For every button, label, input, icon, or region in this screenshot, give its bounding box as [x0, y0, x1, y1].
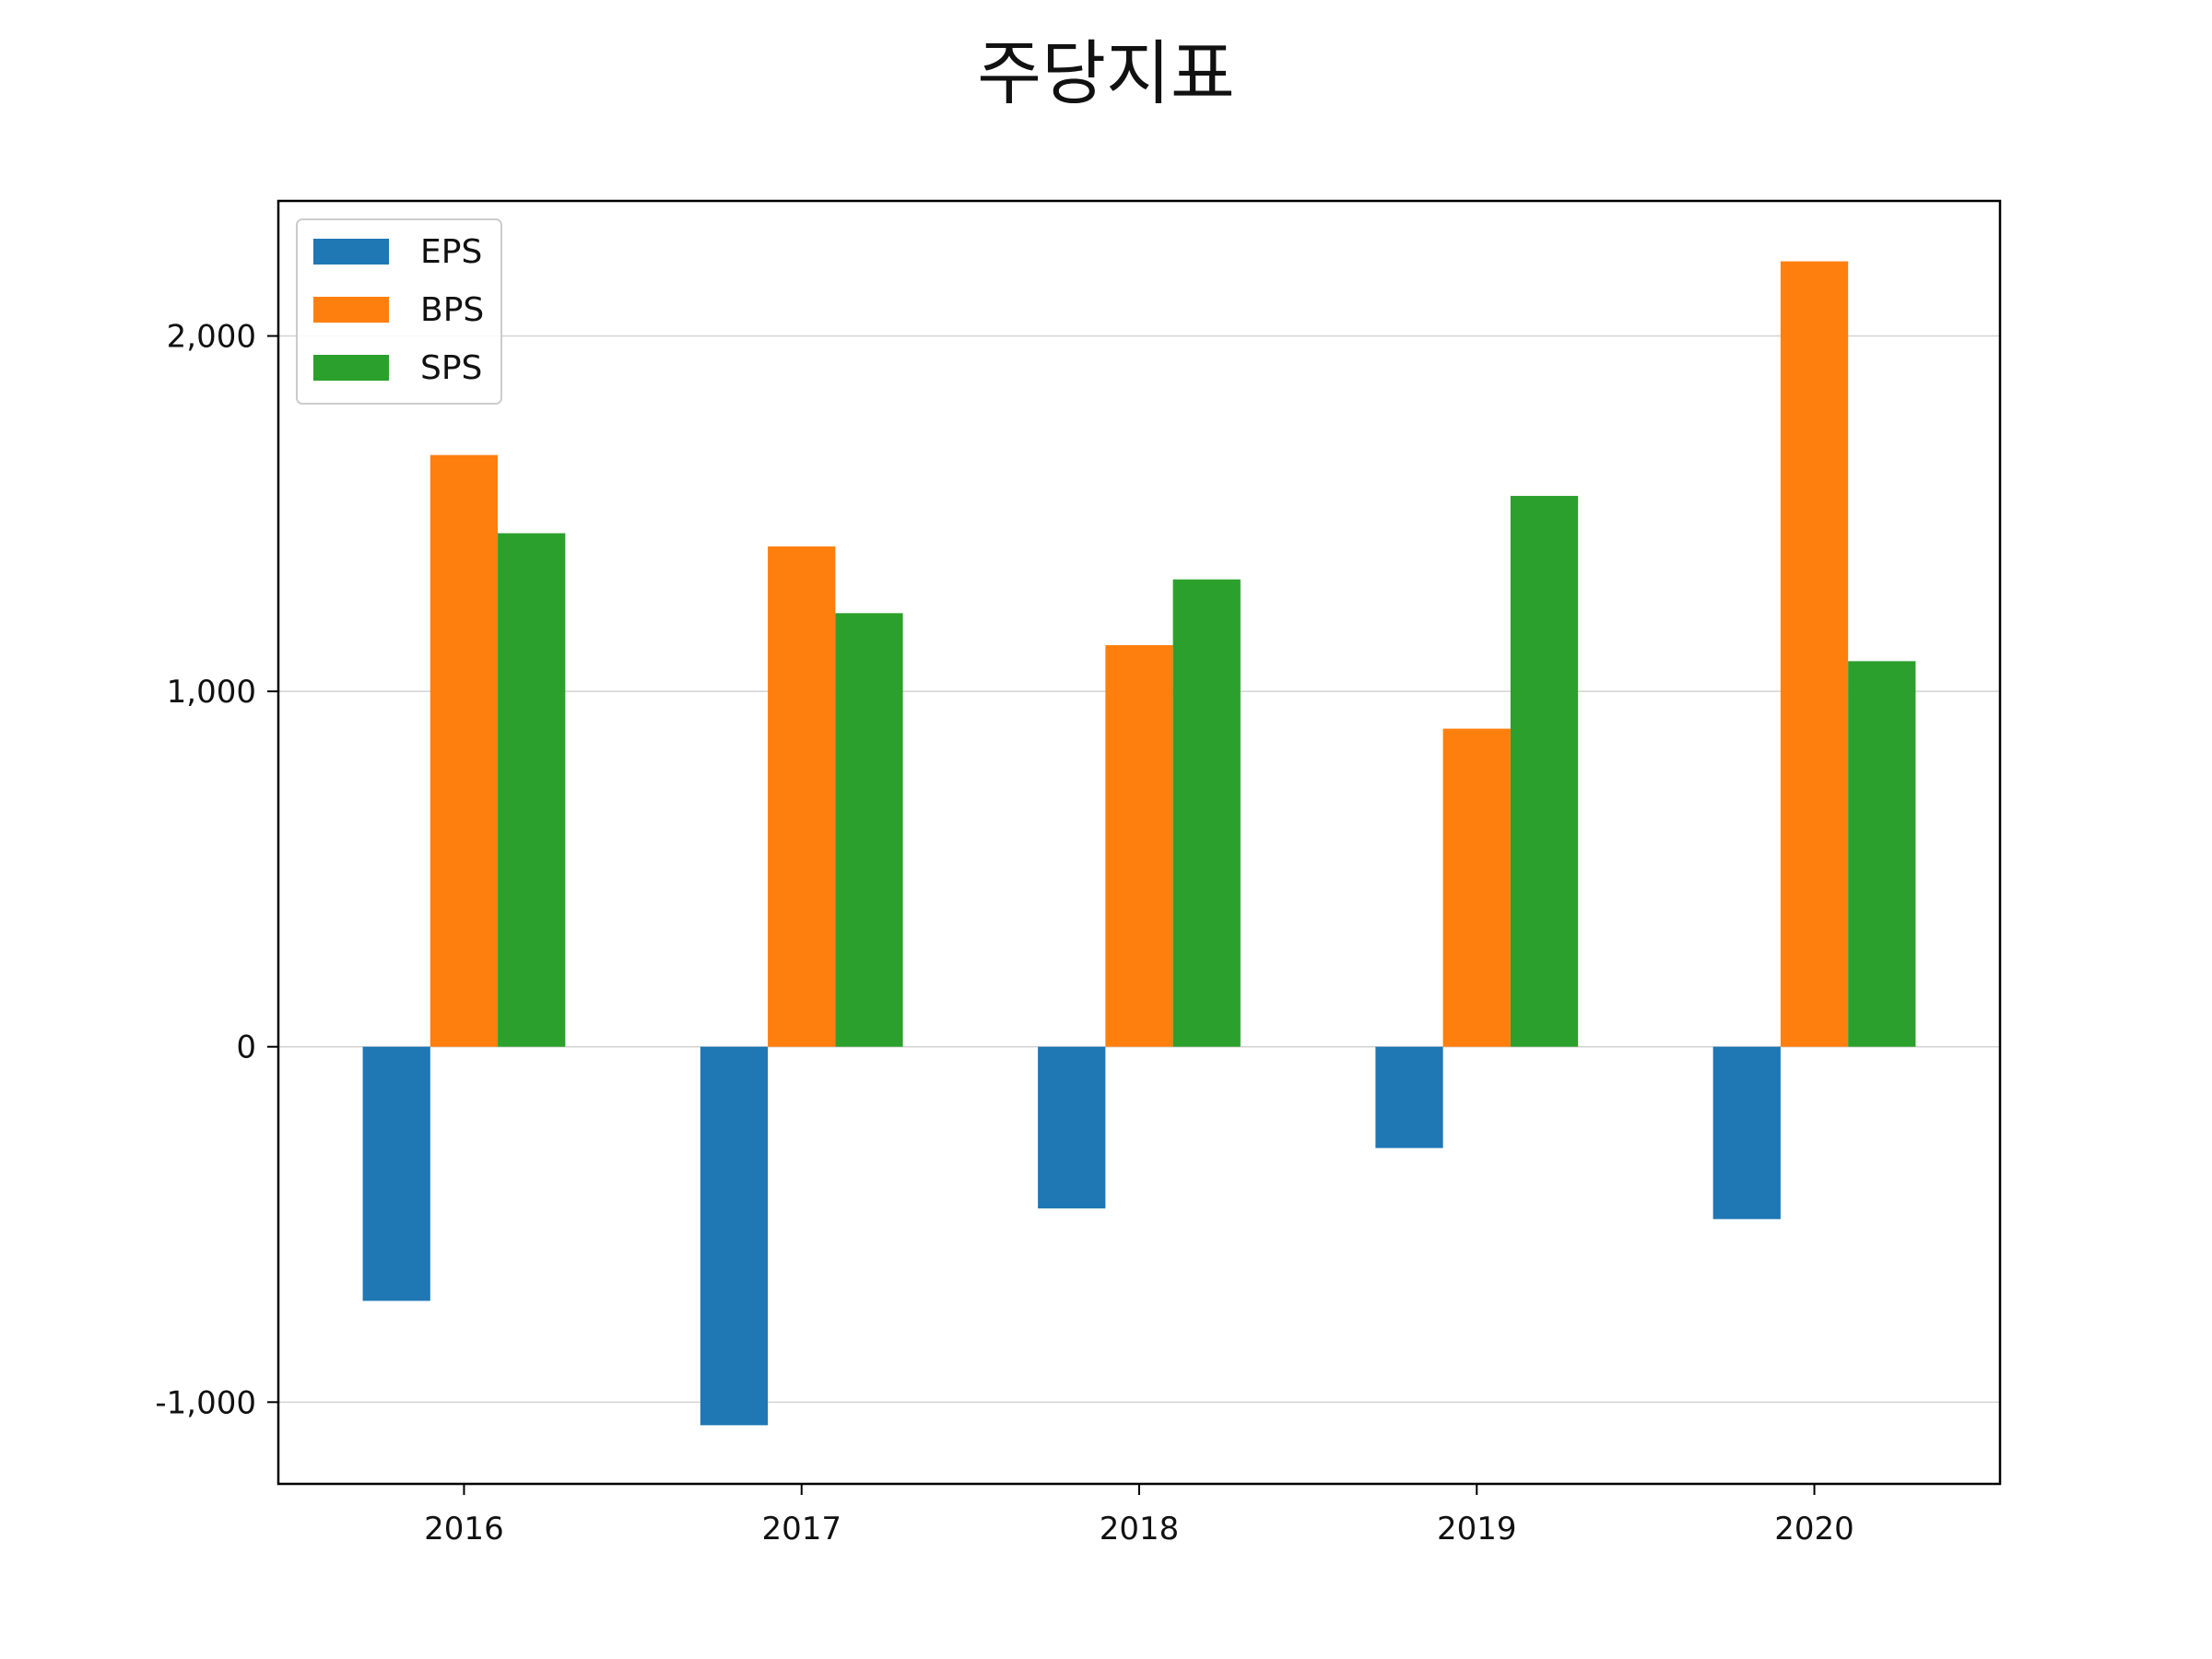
bar-bps-2016	[429, 454, 499, 1047]
y-tick-label: 1,000	[167, 674, 256, 711]
bar-sps-2018	[1172, 579, 1241, 1047]
y-tick-label: -1,000	[155, 1384, 256, 1421]
chart-title: 주당지표	[977, 32, 1235, 114]
y-tick-label: 2,000	[167, 319, 256, 356]
bar-bps-2020	[1780, 261, 1849, 1047]
legend-swatch-sps	[313, 355, 389, 381]
legend-label-eps: EPS	[420, 233, 482, 271]
bar-bps-2017	[768, 546, 836, 1047]
bar-bps-2018	[1105, 644, 1173, 1047]
x-tick-label: 2019	[1437, 1511, 1517, 1547]
x-axis-ticks: 2016 2017 2018 2019 2020	[424, 1484, 1854, 1547]
legend-swatch-bps	[313, 297, 389, 323]
bar-bps-2019	[1442, 728, 1511, 1047]
legend-label-sps: SPS	[420, 349, 482, 387]
bar-eps-2018	[1038, 1046, 1106, 1209]
y-axis-ticks: -1,000 0 1,000 2,000	[155, 319, 278, 1421]
x-tick-label: 2020	[1774, 1511, 1854, 1547]
bar-eps-2019	[1375, 1046, 1443, 1148]
bars	[362, 261, 1916, 1426]
x-tick-label: 2017	[761, 1511, 841, 1547]
bar-sps-2016	[498, 533, 566, 1047]
bar-sps-2017	[835, 613, 903, 1047]
x-tick-label: 2018	[1100, 1511, 1180, 1547]
bar-eps-2016	[362, 1046, 430, 1301]
y-tick-label: 0	[236, 1030, 256, 1066]
bar-sps-2019	[1510, 496, 1579, 1047]
bar-eps-2017	[700, 1046, 769, 1426]
legend-label-bps: BPS	[420, 291, 484, 329]
legend: EPS BPS SPS	[296, 218, 502, 405]
bar-eps-2020	[1712, 1046, 1781, 1219]
x-tick-label: 2016	[424, 1511, 504, 1547]
legend-swatch-eps	[313, 239, 389, 265]
bar-sps-2020	[1848, 661, 1916, 1047]
